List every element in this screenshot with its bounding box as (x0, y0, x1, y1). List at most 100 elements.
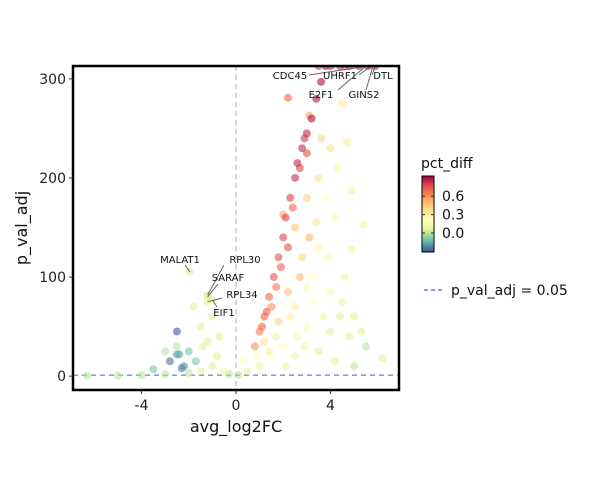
data-point (250, 342, 259, 351)
data-point (276, 263, 285, 272)
data-point (203, 337, 212, 346)
data-point (333, 164, 342, 173)
data-point (340, 273, 349, 282)
data-point (274, 317, 283, 326)
data-point (345, 332, 354, 341)
data-point (298, 253, 307, 262)
gene-label: EIF1 (213, 308, 234, 319)
x-tick-label: 0 (232, 398, 241, 414)
data-point (326, 327, 335, 336)
data-point (83, 371, 92, 380)
data-point (149, 365, 158, 374)
data-point (274, 253, 283, 262)
data-point (137, 371, 146, 380)
data-point (286, 193, 295, 202)
data-point (184, 347, 193, 356)
label-leader-line (211, 299, 218, 308)
data-point (314, 173, 323, 182)
data-point (198, 342, 207, 351)
data-point (331, 213, 340, 222)
data-point (265, 292, 274, 301)
gene-label: RPL34 (226, 290, 257, 301)
data-point (172, 342, 181, 351)
data-point (172, 327, 181, 336)
data-point (307, 273, 316, 282)
colorbar (421, 175, 435, 253)
data-point (265, 347, 274, 356)
data-point (361, 342, 370, 351)
data-point (279, 342, 288, 351)
gene-label: GINS2 (349, 90, 380, 101)
gene-label: MALAT1 (160, 255, 200, 266)
data-point (208, 312, 217, 321)
x-tick-label: 4 (326, 398, 335, 414)
data-point (161, 370, 170, 379)
data-point (302, 149, 311, 158)
gene-label: UHRF1 (323, 71, 357, 82)
data-point (307, 114, 316, 123)
colorbar-title: pct_diff (421, 156, 473, 172)
data-point (357, 327, 366, 336)
data-point (161, 347, 170, 356)
colorbar-tick-label: 0.6 (442, 189, 464, 205)
gene-label: DTL (373, 71, 393, 82)
data-point (302, 282, 311, 291)
data-point (317, 134, 326, 143)
data-point (317, 77, 326, 86)
data-point (326, 144, 335, 153)
data-point (293, 159, 302, 168)
y-axis-title: p_val_adj (12, 191, 32, 265)
data-point (302, 129, 311, 138)
data-point (350, 312, 359, 321)
data-point (326, 287, 335, 296)
label-leader-line (207, 297, 223, 303)
data-point (283, 243, 292, 252)
legend-hline-label: p_val_adj = 0.05 (451, 283, 568, 299)
data-point (184, 369, 193, 378)
data-point (302, 322, 311, 331)
data-point (215, 332, 224, 341)
data-point (347, 186, 356, 195)
data-point (262, 307, 271, 316)
data-point (378, 354, 387, 363)
data-point (272, 332, 281, 341)
data-point (302, 193, 311, 202)
data-point (309, 297, 318, 306)
label-leader-line (365, 65, 374, 91)
data-point (196, 367, 205, 376)
data-point (295, 273, 304, 282)
data-point (243, 367, 252, 376)
label-leader-line (308, 65, 369, 76)
data-point (257, 322, 266, 331)
data-point (350, 362, 359, 371)
data-point (314, 347, 323, 356)
data-point (321, 193, 330, 202)
data-point (314, 243, 323, 252)
data-point (291, 302, 300, 311)
data-point (113, 371, 122, 380)
data-point (191, 357, 200, 366)
data-point (338, 99, 347, 108)
data-point (312, 218, 321, 227)
data-point (291, 223, 300, 232)
data-point (283, 93, 292, 102)
gene-label: CDC45 (273, 71, 307, 82)
y-tick-label: 100 (39, 270, 66, 286)
data-point (335, 312, 344, 321)
data-point (196, 322, 205, 331)
data-point (283, 287, 292, 296)
x-tick-label: -4 (135, 398, 149, 414)
data-point (300, 342, 309, 351)
label-leader-line (207, 283, 219, 298)
data-point (291, 352, 300, 361)
data-point (319, 312, 328, 321)
gene-label: RPL30 (229, 255, 260, 266)
data-point (234, 371, 243, 380)
data-point (239, 357, 248, 366)
data-point (189, 302, 198, 311)
data-point (220, 367, 229, 376)
data-point (165, 357, 174, 366)
label-leader-line (371, 65, 376, 76)
y-tick-label: 200 (39, 171, 66, 187)
